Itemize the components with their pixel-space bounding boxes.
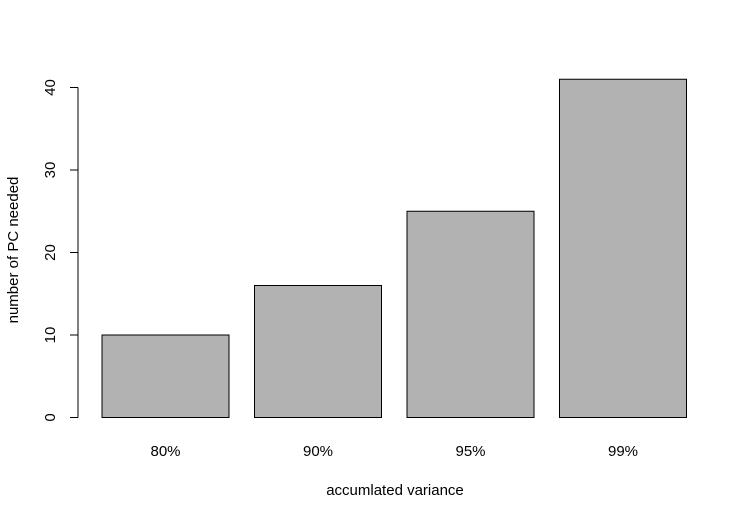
y-axis: 0 10 20 30 40 <box>42 79 79 422</box>
x-tick-label: 99% <box>608 443 638 460</box>
bar-90% <box>254 285 382 418</box>
y-tick-label: 30 <box>42 162 59 179</box>
bar-99% <box>559 78 687 418</box>
y-tick-label: 20 <box>42 244 59 261</box>
x-tick-labels: 80% 90% 95% 99% <box>150 443 638 460</box>
x-tick-label: 80% <box>150 443 180 460</box>
x-tick-label: 95% <box>455 443 485 460</box>
y-tick-label: 0 <box>42 413 59 421</box>
y-axis-label: number of PC needed <box>5 177 22 324</box>
x-tick-label: 90% <box>303 443 333 460</box>
x-axis-label: accumlated variance <box>326 482 464 499</box>
y-tick-label: 40 <box>42 79 59 96</box>
bar-group <box>101 78 687 418</box>
bar-80% <box>101 334 230 418</box>
y-tick-label: 10 <box>42 327 59 344</box>
bar-95% <box>406 210 535 418</box>
